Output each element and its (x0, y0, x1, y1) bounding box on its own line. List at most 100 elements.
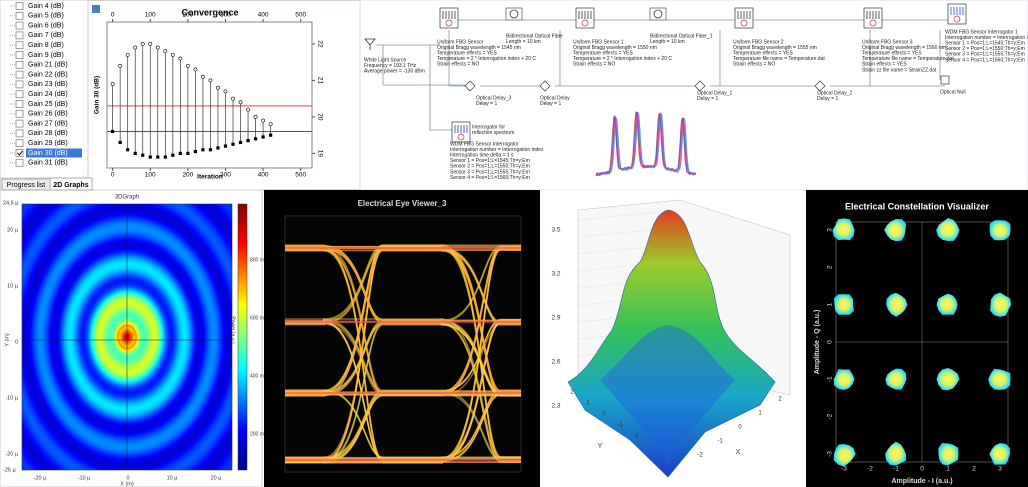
label: Temperature effects = YES (437, 51, 497, 57)
label: reflection spectrum (472, 130, 514, 136)
label: 0 (602, 412, 606, 418)
upper-point (246, 107, 250, 112)
wire (429, 45, 452, 131)
label: -1 (893, 466, 899, 473)
label[interactable]: 2D Graphs (53, 182, 89, 189)
checkbox (15, 90, 24, 99)
delay-icon (814, 80, 826, 92)
upper-point (268, 122, 273, 127)
label: 2 (972, 466, 976, 473)
label: Convergence (181, 7, 238, 17)
upper-point (163, 49, 168, 54)
label: 400 (258, 172, 269, 179)
lower-point (269, 133, 273, 137)
label: -1 (827, 376, 834, 382)
label: Gain 30 (dB) (94, 76, 101, 114)
upper-point (216, 85, 220, 90)
spectrum-trace (595, 111, 697, 177)
upper-point (201, 74, 205, 79)
label: Optical Delay_1 (697, 90, 733, 96)
label: -20 µ (5, 451, 18, 457)
label: Strain effects = NO (573, 62, 615, 68)
eye-trace (285, 244, 521, 461)
checkbox (15, 109, 24, 118)
label: 500 (295, 12, 306, 19)
label: 1 (586, 401, 590, 407)
label: Interrogation number = Interrogation ind… (450, 147, 544, 153)
label: Sensor 4 = Pos=1;L=1560;Th=y;Em (450, 175, 530, 181)
label: 2.9 (551, 315, 560, 322)
checkbox (15, 129, 24, 138)
label: Temperature file name = Temperature.dat (733, 56, 825, 62)
label: 800 m (250, 257, 264, 263)
icon-detail (581, 19, 589, 27)
checkbox (15, 119, 24, 128)
upper-point (223, 89, 228, 94)
lower-point (111, 129, 115, 134)
lower-point (141, 153, 145, 157)
checkbox (15, 139, 24, 148)
upper-point (133, 45, 138, 50)
label: Delay = 1 (697, 96, 718, 102)
upper-point (140, 42, 145, 46)
label: 24.5 µ (3, 200, 19, 206)
symbol-cloud (832, 218, 855, 241)
label: Delay = 1 (817, 96, 838, 102)
label: Strain zz file name = StrainZZ.dat (862, 67, 937, 73)
label: Optical Delay_3 (476, 95, 512, 101)
label: -1 (717, 439, 723, 445)
label: 2 (778, 397, 782, 403)
label: Strain effects = NO (437, 62, 479, 68)
delay-icon (694, 80, 706, 92)
label: Temperature file name = Temperature.dat (862, 56, 954, 62)
lower-point (231, 142, 235, 146)
label: 200 (182, 12, 193, 19)
gain-list (0, 0, 89, 179)
symbol-cloud (833, 444, 856, 467)
label[interactable]: Progress list (7, 182, 46, 189)
symbol-cloud (886, 292, 908, 317)
label: Iteration (197, 174, 223, 181)
label: Strain effects = YES (862, 62, 907, 68)
eye-trace (285, 321, 521, 462)
component-icon (649, 7, 667, 21)
label: 20 µ (211, 475, 223, 481)
eye-trace (285, 248, 521, 462)
spectrum-trace (596, 111, 697, 176)
label: Optical Delay_2 (817, 90, 853, 96)
label: Sensor 3 = Pos=1;L=1555;Th=y;Em (450, 169, 530, 175)
label: WDM FBG Sensor Interrogator 1 (945, 29, 1018, 35)
label: 200 m (250, 431, 264, 437)
label: 1 (758, 411, 762, 417)
label: 19 (316, 150, 323, 158)
label: WDM FBG Sensor Interrogator (450, 141, 519, 147)
label: -2 (867, 466, 873, 473)
label: 2.3 (551, 403, 560, 410)
label: 0 (126, 475, 129, 481)
label: Interrogator for (472, 124, 505, 130)
label: Sensor 1 = Pos=1;L=1545;Th=y;Em (450, 158, 530, 164)
checkbox (15, 2, 24, 10)
icon-detail (457, 133, 465, 141)
plot-area (106, 21, 313, 169)
icon-detail (869, 19, 877, 27)
lower-point (201, 148, 205, 152)
checkbox (15, 100, 24, 108)
null-icon (940, 75, 950, 85)
icon-detail (740, 19, 748, 27)
label: -2 (697, 453, 703, 459)
label: 0 (111, 12, 115, 19)
label: Bidirectional Optical Fiber (506, 33, 563, 39)
label: Original Bragg wavelength = 1560 nm (862, 45, 946, 51)
label: 10 µ (7, 283, 19, 289)
label: 0 (827, 340, 834, 344)
label: Delay = 1 (540, 101, 561, 107)
lower-point (208, 148, 213, 152)
upper-point (155, 45, 160, 50)
checkbox (15, 158, 24, 167)
symbol-cloud (885, 441, 907, 466)
label: Gain 29 (dB) (28, 140, 68, 147)
label: 0 (111, 172, 115, 179)
check (17, 150, 23, 156)
tab[interactable] (49, 177, 93, 191)
